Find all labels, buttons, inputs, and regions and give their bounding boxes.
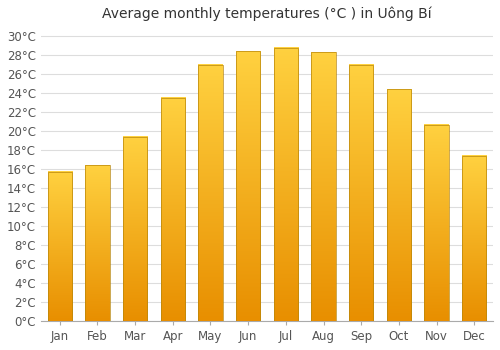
Bar <box>312 52 336 321</box>
Bar <box>386 89 411 321</box>
Bar <box>160 98 185 321</box>
Bar <box>312 52 336 321</box>
Bar <box>274 48 298 321</box>
Bar <box>424 125 449 321</box>
Bar <box>349 65 374 321</box>
Bar <box>85 165 110 321</box>
Bar <box>462 156 486 321</box>
Bar <box>236 51 260 321</box>
Bar <box>123 137 148 321</box>
Bar <box>48 172 72 321</box>
Bar <box>424 125 449 321</box>
Bar <box>349 65 374 321</box>
Bar <box>462 156 486 321</box>
Bar <box>198 65 222 321</box>
Bar <box>386 89 411 321</box>
Bar <box>85 165 110 321</box>
Title: Average monthly temperatures (°C ) in Uông Bí: Average monthly temperatures (°C ) in Uô… <box>102 7 432 21</box>
Bar <box>123 137 148 321</box>
Bar <box>236 51 260 321</box>
Bar <box>274 48 298 321</box>
Bar <box>160 98 185 321</box>
Bar <box>48 172 72 321</box>
Bar <box>198 65 222 321</box>
